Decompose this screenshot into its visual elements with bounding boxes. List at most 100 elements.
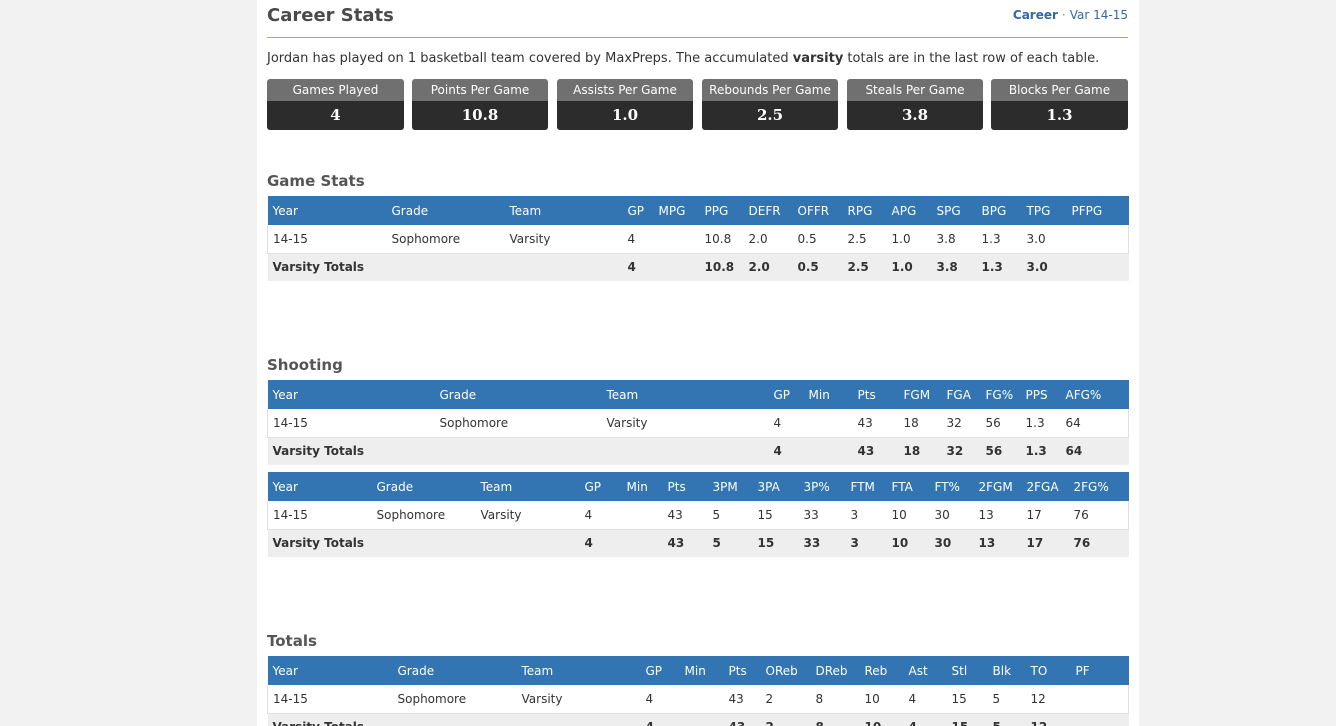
table-cell: 14-15 xyxy=(267,501,372,530)
column-header[interactable]: 3PA xyxy=(752,472,799,501)
table-row: 14-15 Sophomore Varsity 4 10.8 2.0 0.5 2… xyxy=(267,225,1129,254)
table-cell: 43 xyxy=(662,501,708,530)
column-header[interactable]: Stl xyxy=(946,656,988,685)
column-header[interactable]: Pts xyxy=(852,380,899,409)
column-header[interactable]: Pts xyxy=(662,472,708,501)
column-header[interactable]: Blk xyxy=(987,656,1026,685)
summary-label: Games Played xyxy=(267,79,404,101)
column-header[interactable]: Grade xyxy=(392,656,517,685)
column-header[interactable]: GP xyxy=(622,196,654,225)
column-header[interactable]: DEFR xyxy=(743,196,793,225)
column-header[interactable]: FT% xyxy=(929,472,974,501)
column-header[interactable]: FGM xyxy=(898,380,942,409)
column-header[interactable]: PF xyxy=(1070,656,1129,685)
table-cell: 2.5 xyxy=(842,253,887,281)
column-header[interactable]: PPS xyxy=(1020,380,1061,409)
column-header[interactable]: Team xyxy=(516,656,641,685)
column-header[interactable]: OReb xyxy=(760,656,811,685)
table-cell: 2.0 xyxy=(743,225,793,254)
table-cell: 14-15 xyxy=(267,685,393,714)
column-header[interactable]: 2FG% xyxy=(1068,472,1129,501)
column-header[interactable]: PFPG xyxy=(1066,196,1129,225)
table-cell: 3.0 xyxy=(1021,253,1067,281)
table-cell: Varsity xyxy=(601,409,769,438)
column-header[interactable]: Year xyxy=(267,472,372,501)
table-cell: 8 xyxy=(810,685,860,714)
column-header[interactable]: GP xyxy=(768,380,804,409)
table-cell: Varsity Totals xyxy=(267,529,372,557)
table-cell xyxy=(621,501,663,530)
column-header[interactable]: Reb xyxy=(859,656,904,685)
column-header[interactable]: AFG% xyxy=(1060,380,1129,409)
table-cell: 43 xyxy=(723,713,761,726)
column-header[interactable]: Year xyxy=(267,380,435,409)
totals-title: Totals xyxy=(267,632,317,650)
summary-games-played: Games Played 4 xyxy=(267,79,404,130)
column-header[interactable]: RPG xyxy=(842,196,887,225)
table-cell xyxy=(504,253,623,281)
table-row: 14-15 Sophomore Varsity 4 43 5 15 33 3 1… xyxy=(267,501,1129,530)
column-header[interactable]: 3PM xyxy=(707,472,753,501)
column-header[interactable]: MPG xyxy=(653,196,700,225)
column-header[interactable]: Team xyxy=(475,472,580,501)
column-header[interactable]: FG% xyxy=(980,380,1021,409)
column-header[interactable]: 2FGM xyxy=(973,472,1022,501)
summary-blocks-per-game: Blocks Per Game 1.3 xyxy=(991,79,1128,130)
table-cell: 56 xyxy=(980,437,1021,465)
summary-steals-per-game: Steals Per Game 3.8 xyxy=(847,79,983,130)
table-totals-row: Varsity Totals 4 43 2 8 10 4 15 5 12 xyxy=(267,713,1129,726)
table-cell: 10.8 xyxy=(699,253,744,281)
table-cell: 2 xyxy=(760,685,811,714)
column-header[interactable]: Grade xyxy=(371,472,476,501)
column-header[interactable]: TO xyxy=(1025,656,1071,685)
column-header[interactable]: 3P% xyxy=(798,472,846,501)
column-header[interactable]: Year xyxy=(267,656,393,685)
summary-rebounds-per-game: Rebounds Per Game 2.5 xyxy=(702,79,838,130)
column-header[interactable]: APG xyxy=(886,196,932,225)
table-cell: 43 xyxy=(662,529,708,557)
table-cell xyxy=(386,253,505,281)
column-header[interactable]: GP xyxy=(579,472,622,501)
column-header[interactable]: BPG xyxy=(976,196,1022,225)
column-header[interactable]: SPG xyxy=(931,196,977,225)
table-cell: Varsity Totals xyxy=(267,253,387,281)
table-cell: 13 xyxy=(973,501,1022,530)
column-header[interactable]: Year xyxy=(267,196,387,225)
column-header[interactable]: Min xyxy=(621,472,663,501)
table-cell: Sophomore xyxy=(392,685,517,714)
column-header[interactable]: 2FGA xyxy=(1021,472,1069,501)
summary-value: 3.8 xyxy=(847,101,983,130)
table-cell: 33 xyxy=(798,501,846,530)
column-header[interactable]: DReb xyxy=(810,656,860,685)
season-var-14-15-link[interactable]: Var 14-15 xyxy=(1069,8,1128,22)
table-cell: 4 xyxy=(622,225,654,254)
column-header[interactable]: TPG xyxy=(1021,196,1067,225)
table-cell: Sophomore xyxy=(371,501,476,530)
column-header[interactable]: Grade xyxy=(434,380,602,409)
column-header[interactable]: Min xyxy=(679,656,724,685)
summary-label: Steals Per Game xyxy=(847,79,983,101)
table-cell: 10 xyxy=(886,501,930,530)
column-header[interactable]: Ast xyxy=(903,656,947,685)
column-header[interactable]: OFFR xyxy=(792,196,843,225)
intro-text-bold: varsity xyxy=(792,51,844,66)
column-header[interactable]: Team xyxy=(601,380,769,409)
table-cell: 10 xyxy=(859,685,904,714)
column-header[interactable]: Pts xyxy=(723,656,761,685)
table-cell: 3 xyxy=(845,501,887,530)
table-cell xyxy=(392,713,517,726)
table-cell: 32 xyxy=(941,437,981,465)
career-link[interactable]: Career xyxy=(1012,8,1058,22)
column-header[interactable]: PPG xyxy=(699,196,744,225)
column-header[interactable]: FTA xyxy=(886,472,930,501)
column-header[interactable]: FTM xyxy=(845,472,887,501)
shooting-section: Year Grade Team GP Min Pts FGM FGA FG% P… xyxy=(267,380,1129,465)
column-header[interactable]: Team xyxy=(504,196,623,225)
table-cell: 2 xyxy=(760,713,811,726)
column-header[interactable]: Grade xyxy=(386,196,505,225)
column-header[interactable]: GP xyxy=(640,656,680,685)
column-header[interactable]: Min xyxy=(803,380,853,409)
table-cell: 4 xyxy=(903,685,947,714)
column-header[interactable]: FGA xyxy=(941,380,981,409)
table-cell: 15 xyxy=(752,501,799,530)
